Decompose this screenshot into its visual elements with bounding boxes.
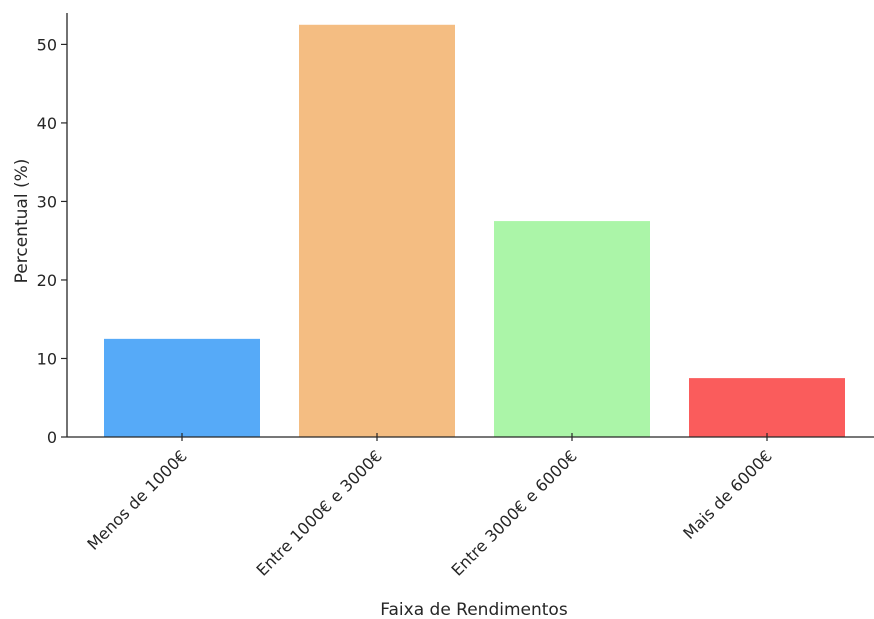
y-tick-label: 10 [37, 349, 57, 368]
x-tick-label: Entre 3000€ e 6000€ [448, 446, 581, 579]
y-axis-title: Percentual (%) [12, 159, 32, 284]
bar-3 [494, 221, 650, 437]
x-tick-label: Entre 1000€ e 3000€ [253, 446, 386, 579]
x-tick-label: Menos de 1000€ [83, 446, 190, 553]
y-tick-label: 50 [37, 35, 57, 54]
bar-4 [689, 378, 845, 437]
x-axis-title: Faixa de Rendimentos [380, 600, 568, 619]
y-tick-label: 20 [37, 271, 57, 290]
bar-1 [104, 338, 260, 437]
bar-2 [299, 24, 455, 438]
y-axis: 0 10 20 30 40 50 [37, 13, 68, 447]
x-axis: Menos de 1000€ Entre 1000€ e 3000€ Entre 3… [67, 433, 874, 580]
y-tick-label: 40 [37, 114, 57, 133]
y-tick-label: 30 [37, 192, 57, 211]
x-tick-label: Mais de 6000€ [679, 446, 775, 542]
y-tick-label: 0 [47, 428, 57, 447]
bars-group [104, 24, 845, 438]
